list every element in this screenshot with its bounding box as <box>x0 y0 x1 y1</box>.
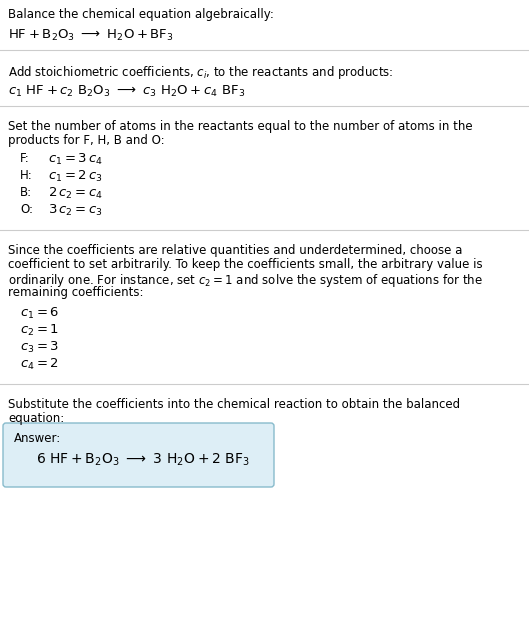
Text: Set the number of atoms in the reactants equal to the number of atoms in the: Set the number of atoms in the reactants… <box>8 120 472 133</box>
Text: $2\,c_2 = c_4$: $2\,c_2 = c_4$ <box>48 186 103 201</box>
Text: $c_1\ \mathrm{HF} + c_2\ \mathrm{B_2O_3}\ \longrightarrow\ c_3\ \mathrm{H_2O} + : $c_1\ \mathrm{HF} + c_2\ \mathrm{B_2O_3}… <box>8 84 245 99</box>
Text: $\mathrm{6\ HF + B_2O_3\ \longrightarrow\ 3\ H_2O + 2\ BF_3}$: $\mathrm{6\ HF + B_2O_3\ \longrightarrow… <box>36 452 250 468</box>
Text: $c_3 = 3$: $c_3 = 3$ <box>20 340 59 355</box>
Text: remaining coefficients:: remaining coefficients: <box>8 286 143 299</box>
Text: H:: H: <box>20 169 33 182</box>
FancyBboxPatch shape <box>3 423 274 487</box>
Text: Balance the chemical equation algebraically:: Balance the chemical equation algebraica… <box>8 8 274 21</box>
Text: $c_2 = 1$: $c_2 = 1$ <box>20 323 59 338</box>
Text: products for F, H, B and O:: products for F, H, B and O: <box>8 134 165 147</box>
Text: Since the coefficients are relative quantities and underdetermined, choose a: Since the coefficients are relative quan… <box>8 244 462 257</box>
Text: $\mathregular{HF + B_2O_3\ \longrightarrow\ H_2O + BF_3}$: $\mathregular{HF + B_2O_3\ \longrightarr… <box>8 28 174 43</box>
Text: Add stoichiometric coefficients, $c_i$, to the reactants and products:: Add stoichiometric coefficients, $c_i$, … <box>8 64 394 81</box>
Text: $c_1 = 3\,c_4$: $c_1 = 3\,c_4$ <box>48 152 103 167</box>
Text: coefficient to set arbitrarily. To keep the coefficients small, the arbitrary va: coefficient to set arbitrarily. To keep … <box>8 258 482 271</box>
Text: $c_1 = 6$: $c_1 = 6$ <box>20 306 59 321</box>
Text: $3\,c_2 = c_3$: $3\,c_2 = c_3$ <box>48 203 103 218</box>
Text: ordinarily one. For instance, set $c_2 = 1$ and solve the system of equations fo: ordinarily one. For instance, set $c_2 =… <box>8 272 483 289</box>
Text: Answer:: Answer: <box>14 432 61 445</box>
Text: F:: F: <box>20 152 30 165</box>
Text: equation:: equation: <box>8 412 64 425</box>
Text: O:: O: <box>20 203 33 216</box>
Text: B:: B: <box>20 186 32 199</box>
Text: Substitute the coefficients into the chemical reaction to obtain the balanced: Substitute the coefficients into the che… <box>8 398 460 411</box>
Text: $c_1 = 2\,c_3$: $c_1 = 2\,c_3$ <box>48 169 103 184</box>
Text: $c_4 = 2$: $c_4 = 2$ <box>20 357 59 372</box>
